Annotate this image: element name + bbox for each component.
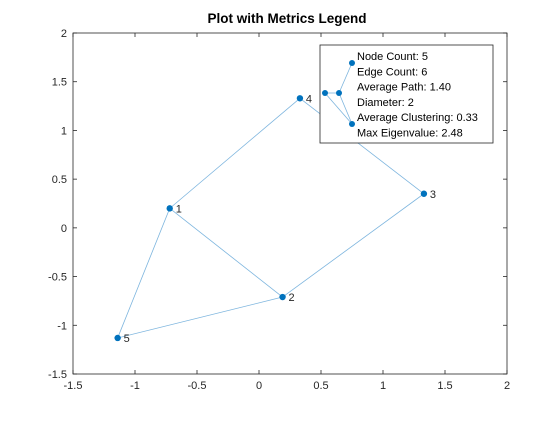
y-tick-label: 1.5 (52, 77, 67, 89)
x-tick-label: 1.5 (437, 380, 452, 392)
legend-entry: Edge Count: 6 (357, 66, 427, 78)
graph-node-label-2: 2 (289, 292, 295, 304)
graph-edge-1-5 (117, 208, 171, 339)
graph-node-label-1: 1 (176, 203, 182, 215)
legend-graph-icon-edge (338, 92, 353, 125)
graph-node-4 (296, 95, 304, 102)
x-tick-label: -1.5 (64, 380, 83, 392)
legend-graph-icon-node (349, 121, 355, 127)
graph-edge-2-3 (282, 193, 425, 298)
y-tick-label: -1 (57, 320, 67, 332)
y-tick-label: 0 (61, 223, 67, 235)
nodes-layer: 1 2 3 4 5 (114, 93, 436, 345)
graph-edge-1-2 (169, 208, 283, 298)
edges-layer (117, 97, 425, 339)
graph-node-label-4: 4 (306, 93, 312, 105)
graph-node-1 (166, 205, 173, 212)
y-tick-label: -1.5 (48, 369, 67, 381)
legend-graph-icon-edge (338, 62, 353, 94)
legend-box (319, 44, 494, 144)
graph-edge-1-4 (169, 97, 301, 209)
legend-entry: Diameter: 2 (357, 97, 414, 109)
axes-box (72, 32, 508, 375)
legend-entry: Average Path: 1.40 (357, 82, 451, 94)
legend-graph-icon-node (349, 60, 355, 66)
legend-entry: Max Eigenvalue: 2.48 (357, 128, 463, 140)
x-tick-label: 0.5 (313, 380, 328, 392)
y-tick-label: 1 (61, 125, 67, 137)
x-tick-label: -0.5 (188, 380, 207, 392)
y-tick-label: 0.5 (52, 174, 67, 186)
graph-node-3 (420, 190, 428, 197)
graph-node-label-5: 5 (124, 333, 130, 345)
x-tick-label: 1 (380, 380, 386, 392)
x-tick-label: -1 (130, 380, 140, 392)
y-tick-label: -0.5 (48, 272, 67, 284)
legend-entry: Average Clustering: 0.33 (357, 112, 478, 124)
legend-graph-icon-node (322, 90, 328, 96)
x-tick-label: 2 (504, 380, 510, 392)
legend-graph-icon-edge (324, 92, 353, 125)
graph-edge-2-5 (117, 296, 283, 339)
axes-layer: -1.5 -1 -0.5 0 0.5 1 1.5 2 -1.5 -1 -0.5 0 0.5 1 1.5 2 (48, 28, 510, 392)
legend-entry: Node Count: 5 (357, 51, 428, 63)
graph-node-5 (114, 334, 121, 342)
chart-title: Plot with Metrics Legend (207, 11, 366, 26)
graph-node-2 (279, 293, 286, 301)
legend: Node Count: 5 Edge Count: 6 Average Path: … (319, 44, 494, 144)
graph-node-label-3: 3 (430, 189, 436, 201)
y-tick-label: 2 (61, 28, 67, 40)
x-tick-label: 0 (256, 380, 262, 392)
legend-graph-icon-node (336, 90, 342, 96)
